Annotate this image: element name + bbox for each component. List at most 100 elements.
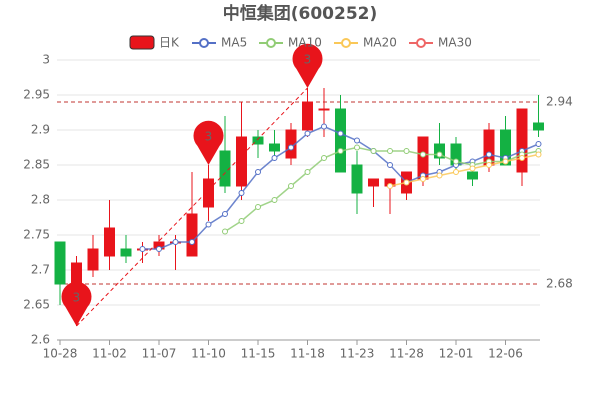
ma-point [238,190,245,196]
ma-point [486,162,492,168]
x-tick-label: 11-28 [389,347,424,361]
legend-swatch [266,38,276,48]
ma-point [255,169,261,175]
ma-point [139,246,146,252]
candle-body [318,108,330,111]
ma-point [271,197,278,203]
y-tick-label: 2.9 [31,123,50,137]
ma-point [502,158,509,165]
legend-swatch [199,38,209,48]
ma-point [238,218,245,224]
candle-body [269,143,280,152]
marker-label: 3 [304,53,312,67]
legend-label: 日K [159,36,180,50]
ma-point [486,151,492,158]
legend-swatch [129,35,155,50]
marker-pin [193,120,224,165]
candle-body [533,122,544,131]
candle-body [516,108,528,173]
candle-body [54,241,66,285]
ma-point [321,155,327,161]
legend-label: MA30 [438,36,472,50]
legend-label: MA20 [363,36,397,50]
ma-point [420,151,426,158]
y-tick-label: 2.85 [23,158,50,172]
trend-line [76,87,308,327]
ma-point [387,183,393,189]
candle-body [368,178,379,187]
x-tick-label: 11-23 [340,347,375,361]
candle-body [203,178,214,208]
x-tick-label: 11-07 [142,347,177,361]
legend-swatch [416,38,426,48]
ma-point [172,239,179,245]
ma-point [337,130,344,137]
ref-line-label: 2.68 [546,277,573,291]
ma-line [389,153,539,187]
x-tick-label: 11-18 [290,347,325,361]
ma-point [271,155,278,161]
ma-point [535,151,542,158]
y-tick-label: 2.6 [31,333,50,347]
ma-point [453,158,459,165]
ma-point [436,151,443,158]
ma-point [337,148,344,154]
candle-body [219,150,231,187]
marker-label: 3 [73,291,81,305]
candle-body [236,136,247,187]
y-tick-label: 2.65 [23,298,50,312]
legend-swatch [341,38,351,48]
ma-point [519,155,525,161]
y-tick-label: 2.7 [31,263,50,277]
y-tick-label: 3 [42,53,50,67]
candle-body [500,129,511,166]
ma-point [469,165,476,172]
ma-point [370,148,377,154]
ma-point [321,123,327,130]
ma-point [403,179,410,186]
marker-label: 3 [205,130,213,144]
candle-body [252,136,264,145]
ref-line-label: 2.94 [546,95,573,109]
candle-body [434,143,445,159]
ma-point [288,183,294,189]
ma-point [255,204,261,210]
x-tick-label: 11-10 [191,347,226,361]
ma-point [387,148,393,154]
x-tick-label: 11-02 [92,347,127,361]
marker-pin [292,43,323,88]
chart-title: 中恒集团(600252) [223,3,378,24]
ma-point [354,144,360,151]
legend-label: MA5 [221,36,247,50]
ma-point [304,130,311,137]
ma-point [288,144,294,151]
marker-pin [61,281,92,326]
candle-body [467,171,478,180]
ma-point [387,162,393,168]
candle-body [302,101,313,131]
ma-point [453,169,459,175]
candle-body [335,108,346,173]
ma-point [420,176,426,182]
ma-point [535,141,542,147]
ma-point [436,172,443,179]
ma-point [189,239,195,245]
y-tick-label: 2.75 [23,228,50,242]
y-tick-label: 2.8 [31,193,50,207]
candle-body [120,248,132,257]
x-tick-label: 11-15 [241,347,276,361]
ma-point [354,137,360,144]
x-tick-label: 12-06 [488,347,523,361]
x-tick-label: 12-01 [439,347,474,361]
y-tick-label: 2.95 [23,88,50,102]
ma-point [222,228,228,235]
candle-body [87,248,99,271]
candle-body [186,213,198,257]
ma-point [222,211,228,217]
ma-point [304,169,311,175]
candle-body [351,164,363,194]
x-tick-label: 10-28 [43,347,78,361]
legend-label: MA10 [288,36,322,50]
ma-point [156,246,162,252]
